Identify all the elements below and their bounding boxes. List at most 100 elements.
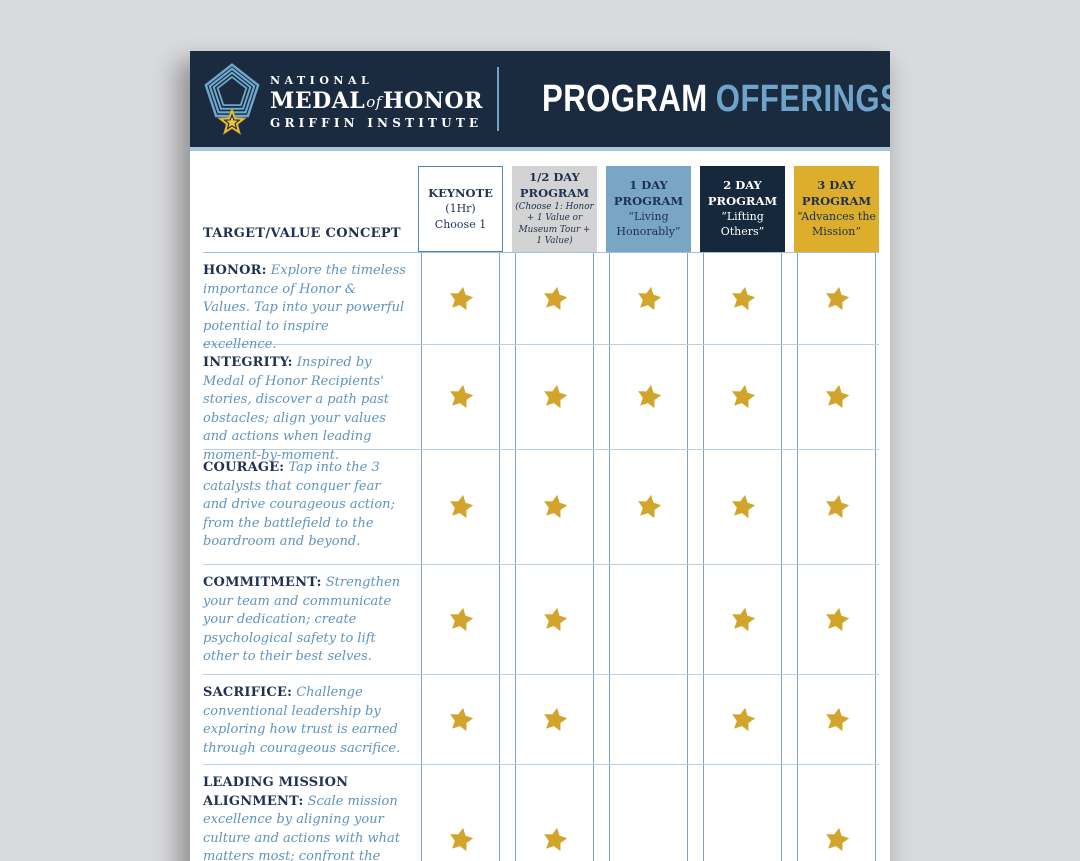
star-cell	[794, 450, 879, 564]
star-cell	[418, 253, 503, 344]
cell-inner	[609, 450, 688, 564]
cell-inner	[797, 565, 876, 674]
cell-inner	[515, 565, 594, 674]
column-header-keynote: KEYNOTE (1Hr) Choose 1	[418, 166, 503, 252]
star-icon	[543, 384, 567, 409]
cell-inner	[609, 765, 688, 861]
star-cells	[418, 565, 879, 674]
value-concept-cell: COURAGE: Tap into the 3 catalysts that c…	[203, 450, 418, 564]
title-offerings: OFFERINGS	[715, 77, 890, 120]
star-icon	[449, 494, 473, 519]
value-description: Inspired by Medal of Honor Recipients' s…	[203, 355, 390, 463]
value-concept-cell: SACRIFICE: Challenge conventional leader…	[203, 675, 418, 764]
star-icon	[449, 607, 473, 631]
cell-inner	[421, 450, 500, 564]
star-icon	[637, 384, 661, 409]
column-title: 1 DAY PROGRAM	[613, 178, 684, 208]
cell-inner	[609, 565, 688, 674]
star-cell	[418, 675, 503, 764]
cell-inner	[703, 565, 782, 674]
cell-inner	[797, 345, 876, 449]
cell-inner	[609, 675, 688, 764]
star-cell	[794, 253, 879, 344]
cell-inner	[609, 253, 688, 344]
star-cell	[418, 345, 503, 449]
star-cell	[700, 253, 785, 344]
cell-inner	[515, 345, 594, 449]
value-description: Tap into the 3 catalysts that conquer fe…	[203, 460, 395, 549]
empty-cell	[700, 765, 785, 861]
star-icon	[637, 494, 661, 519]
cell-inner	[797, 450, 876, 564]
star-icon	[731, 707, 755, 731]
cell-inner	[609, 345, 688, 449]
empty-cell	[606, 765, 691, 861]
logo-line-national: NATIONAL	[270, 74, 374, 87]
column-subtitle: (1Hr)	[445, 201, 476, 215]
star-cell	[512, 675, 597, 764]
value-row: HONOR: Explore the timeless importance o…	[203, 253, 879, 352]
page-title: PROGRAM OFFERINGS	[542, 51, 890, 147]
medal-of-honor-icon	[204, 63, 260, 135]
cell-inner	[515, 450, 594, 564]
star-icon	[731, 286, 755, 310]
star-icon	[825, 286, 849, 310]
value-label: COURAGE:	[203, 460, 285, 475]
star-cell	[794, 675, 879, 764]
cell-inner	[703, 675, 782, 764]
star-icon	[543, 827, 567, 851]
cell-inner	[515, 253, 594, 344]
star-cell	[418, 765, 503, 861]
value-concept-cell: LEADING MISSION ALIGNMENT: Scale mission…	[203, 765, 418, 861]
cell-inner	[797, 675, 876, 764]
star-icon	[731, 494, 755, 519]
corner-label: TARGET/VALUE CONCEPT	[203, 226, 401, 241]
logo-line-griffin-institute: GRIFFIN INSTITUTE	[270, 116, 483, 130]
value-description: Challenge conventional leadership by exp…	[203, 685, 401, 756]
value-concept-cell: COMMITMENT: Strengthen your team and com…	[203, 565, 418, 674]
value-row: SACRIFICE: Challenge conventional leader…	[203, 675, 879, 765]
star-cell	[794, 345, 879, 449]
column-subtitle: Choose 1	[434, 217, 487, 231]
star-icon	[825, 384, 849, 409]
star-icon	[543, 286, 567, 310]
value-row: LEADING MISSION ALIGNMENT: Scale mission…	[203, 765, 879, 861]
header-divider	[497, 67, 499, 131]
star-icon	[543, 494, 567, 519]
star-cells	[418, 765, 879, 861]
cell-inner	[797, 765, 876, 861]
value-label: SACRIFICE:	[203, 685, 293, 700]
star-icon	[543, 607, 567, 631]
star-icon	[825, 707, 849, 731]
star-cell	[512, 565, 597, 674]
star-cell	[512, 765, 597, 861]
star-cell	[606, 253, 691, 344]
star-icon	[449, 827, 473, 851]
value-label: COMMITMENT:	[203, 575, 322, 590]
cell-inner	[421, 345, 500, 449]
star-cells	[418, 450, 879, 564]
value-concept-cell: HONOR: Explore the timeless importance o…	[203, 253, 418, 352]
value-row: COMMITMENT: Strengthen your team and com…	[203, 565, 879, 675]
star-icon	[449, 286, 473, 310]
star-icon	[731, 384, 755, 409]
cell-inner	[515, 675, 594, 764]
star-icon	[543, 707, 567, 731]
value-rows: HONOR: Explore the timeless importance o…	[203, 253, 890, 861]
column-header-three-day: 3 DAY PROGRAM “Advances the Mission”	[794, 166, 879, 252]
column-title: 1/2 DAY PROGRAM	[519, 170, 590, 200]
star-icon	[825, 607, 849, 631]
star-cell	[794, 565, 879, 674]
star-icon	[637, 286, 661, 310]
star-cells	[418, 345, 879, 449]
value-label: INTEGRITY:	[203, 355, 293, 370]
column-subtitle: “Advances the Mission”	[797, 209, 876, 238]
cell-inner	[703, 450, 782, 564]
logo-line-medal-of-honor: MEDALofHONOR	[270, 88, 483, 114]
cell-inner	[703, 765, 782, 861]
title-program: PROGRAM	[542, 77, 708, 120]
value-label: LEADING MISSION ALIGNMENT:	[203, 775, 349, 809]
star-icon	[449, 707, 473, 731]
cell-inner	[515, 765, 594, 861]
value-row: COURAGE: Tap into the 3 catalysts that c…	[203, 450, 879, 565]
